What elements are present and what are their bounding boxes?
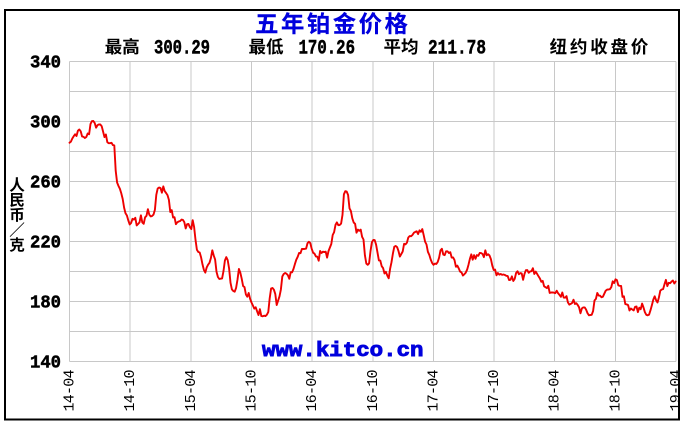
svg-text:300.29: 300.29	[154, 38, 210, 61]
svg-text:14-04: 14-04	[62, 370, 79, 412]
svg-text:180: 180	[30, 292, 61, 313]
svg-text:170.26: 170.26	[299, 38, 356, 61]
svg-text:14-10: 14-10	[122, 370, 139, 412]
svg-text:19-04: 19-04	[668, 370, 685, 412]
svg-text:340: 340	[30, 52, 61, 73]
svg-text:220: 220	[30, 232, 61, 253]
svg-text:300: 300	[30, 112, 61, 133]
svg-text:15-10: 15-10	[243, 370, 260, 412]
svg-text:260: 260	[30, 172, 61, 193]
svg-text:16-10: 16-10	[365, 370, 382, 412]
svg-text:16-04: 16-04	[304, 370, 321, 412]
svg-text:www.kitco.cn: www.kitco.cn	[262, 340, 424, 363]
svg-text:17-10: 17-10	[486, 370, 503, 412]
svg-text:18-10: 18-10	[607, 370, 624, 412]
svg-text:17-04: 17-04	[425, 370, 442, 412]
svg-text:140: 140	[30, 352, 61, 373]
svg-text:15-04: 15-04	[183, 370, 200, 412]
svg-text:18-04: 18-04	[547, 370, 564, 412]
svg-text:211.78: 211.78	[428, 38, 486, 61]
